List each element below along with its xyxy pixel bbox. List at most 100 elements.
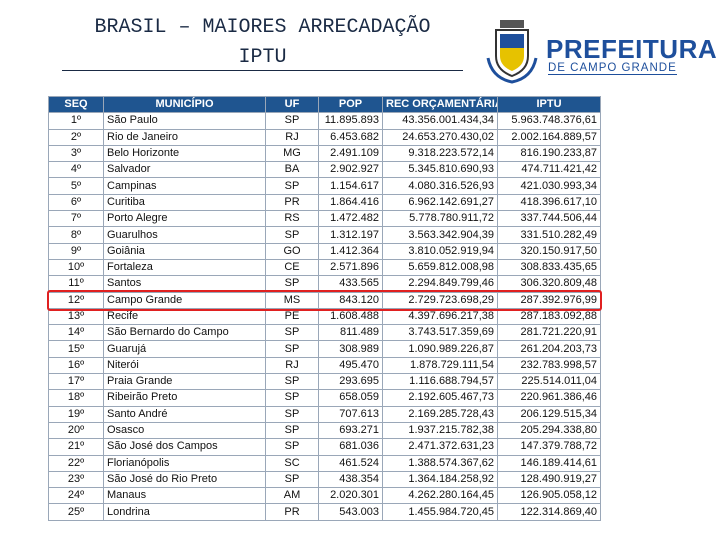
table-row: 20º Osasco SP 693.271 1.937.215.782,38 205.29… [48, 421, 601, 440]
table-cell: 3º [48, 144, 104, 163]
table-row: 14º São Bernardo do Campo SP 811.489 3.743.5… [48, 324, 601, 342]
table-cell: 461.524 [318, 454, 383, 472]
table-cell: 320.150.917,50 [497, 242, 601, 260]
table-cell: 337.744.506,44 [497, 210, 601, 228]
table-cell: São José do Rio Preto [103, 470, 266, 489]
column-header: SEQ [48, 95, 104, 114]
table-cell: 2º [48, 128, 104, 146]
table-cell: 474.711.421,42 [497, 161, 601, 179]
table-cell: BA [265, 161, 319, 179]
table-cell: 16º [48, 356, 104, 375]
table-cell: 24.653.270.430,02 [382, 128, 498, 146]
table-row: 15º Guarujá SP 308.989 1.090.989.226,87 261.2… [48, 340, 601, 358]
table-cell: 1.364.184.258,92 [382, 470, 498, 489]
table-cell: SP [265, 421, 319, 440]
table-cell: 261.204.203,73 [497, 340, 601, 358]
table-cell: 24º [48, 487, 104, 505]
table-cell: 6.453.682 [318, 128, 383, 146]
table-cell: AM [265, 487, 319, 505]
table-cell: 225.514.011,04 [497, 373, 601, 391]
table-cell: 7º [48, 210, 104, 228]
table-cell: 1.472.482 [318, 210, 383, 228]
column-header: MUNICÍPIO [103, 95, 266, 114]
header-row: SEQ MUNICÍPIO UF POP REC ORÇAMENTÁRIA IPTU [48, 95, 601, 114]
table-cell: 17º [48, 373, 104, 391]
table-cell: 543.003 [318, 503, 383, 521]
table-cell: 5.963.748.376,61 [497, 112, 601, 130]
table-cell: 1.455.984.720,45 [382, 503, 498, 521]
table-cell: MG [265, 144, 319, 163]
table-row: 17º Praia Grande SP 293.695 1.116.688.794,57… [48, 373, 601, 391]
table-cell: 3.810.052.919,94 [382, 242, 498, 260]
table-cell: 4º [48, 161, 104, 179]
table-cell: 1.090.989.226,87 [382, 340, 498, 358]
table-row: 19º Santo André SP 707.613 2.169.285.728,43 2… [48, 405, 601, 423]
table-row: 24º Manaus AM 2.020.301 4.262.280.164,45 126.… [48, 487, 601, 505]
table-cell: 281.721.220,91 [497, 324, 601, 342]
table-cell: 10º [48, 258, 104, 277]
logo-subname: DE CAMPO GRANDE [548, 62, 677, 75]
table-cell: 206.129.515,34 [497, 405, 601, 423]
table-cell: 2.902.927 [318, 161, 383, 179]
table-cell: 1.312.197 [318, 226, 383, 244]
table-cell: 1.937.215.782,38 [382, 421, 498, 440]
table-cell: Santo André [103, 405, 266, 423]
table-cell: SP [265, 389, 319, 407]
table-cell: Praia Grande [103, 373, 266, 391]
table-cell: Florianópolis [103, 454, 266, 472]
table-cell: 12º [48, 291, 104, 309]
table-cell: SP [265, 112, 319, 130]
table-cell: 693.271 [318, 421, 383, 440]
table-cell: 433.565 [318, 275, 383, 293]
table-cell: 2.729.723.698,29 [382, 291, 498, 309]
table-cell: SP [265, 226, 319, 244]
highlight-box [47, 290, 602, 311]
table-cell: 418.396.617,10 [497, 193, 601, 212]
table-cell: 1º [48, 112, 104, 130]
table-row: 3º Belo Horizonte MG 2.491.109 9.318.223.572… [48, 144, 601, 163]
table-cell: 25º [48, 503, 104, 521]
table-cell: Salvador [103, 161, 266, 179]
table-cell: 2.471.372.631,23 [382, 438, 498, 456]
table-cell: 421.030.993,34 [497, 177, 601, 195]
table-cell: 19º [48, 405, 104, 423]
table-cell: SP [265, 470, 319, 489]
table-row: 18º Ribeirão Preto SP 658.059 2.192.605.467,… [48, 389, 601, 407]
table-cell: 2.020.301 [318, 487, 383, 505]
table-row: 25º Londrina PR 543.003 1.455.984.720,45 122.… [48, 503, 601, 521]
table-cell: 128.490.919,27 [497, 470, 601, 489]
table-cell: 4.080.316.526,93 [382, 177, 498, 195]
table-row: 1º São Paulo SP 11.895.893 43.356.001.434,34… [48, 112, 601, 130]
table-cell: SP [265, 324, 319, 342]
table-row: 9º Goiânia GO 1.412.364 3.810.052.919,94 320.… [48, 242, 601, 260]
table-row: 8º Guarulhos SP 1.312.197 3.563.342.904,39 33… [48, 226, 601, 244]
table-cell: 14º [48, 324, 104, 342]
table-cell: 5.659.812.008,98 [382, 258, 498, 277]
table-row: 23º São José do Rio Preto SP 438.354 1.364.1… [48, 470, 601, 489]
table-cell: Londrina [103, 503, 266, 521]
table-cell: Niterói [103, 356, 266, 375]
table-cell: Guarujá [103, 340, 266, 358]
table-cell: 232.783.998,57 [497, 356, 601, 375]
table-cell: 2.192.605.467,73 [382, 389, 498, 407]
table-cell: 43.356.001.434,34 [382, 112, 498, 130]
table-row: 7º Porto Alegre RS 1.472.482 5.778.780.911,7… [48, 210, 601, 228]
table-cell: 658.059 [318, 389, 383, 407]
table-cell: 1.864.416 [318, 193, 383, 212]
table-row: 6º Curitiba PR 1.864.416 6.962.142.691,27 418… [48, 193, 601, 212]
table-cell: Osasco [103, 421, 266, 440]
table-cell: 146.189.414,61 [497, 454, 601, 472]
table-cell: PR [265, 193, 319, 212]
table-cell: 23º [48, 470, 104, 489]
table-cell: 4.397.696.217,38 [382, 307, 498, 326]
table-cell: 438.354 [318, 470, 383, 489]
table-cell: Rio de Janeiro [103, 128, 266, 146]
table-cell: 293.695 [318, 373, 383, 391]
title-underline [62, 70, 463, 71]
table-cell: 2.491.109 [318, 144, 383, 163]
table-cell: Fortaleza [103, 258, 266, 277]
table-cell: Guarulhos [103, 226, 266, 244]
table-cell: Ribeirão Preto [103, 389, 266, 407]
table-cell: 681.036 [318, 438, 383, 456]
table-row: 13º Recife PE 1.608.488 4.397.696.217,38 287.… [48, 307, 601, 326]
